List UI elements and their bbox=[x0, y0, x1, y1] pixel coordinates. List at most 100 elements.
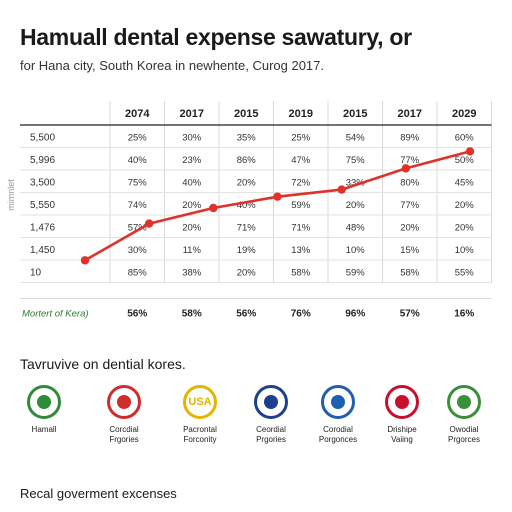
table-cell: 60% bbox=[455, 132, 475, 143]
table-cell: 20% bbox=[455, 222, 475, 233]
table-cell: 59% bbox=[346, 267, 366, 278]
emblem-item: Hamall bbox=[4, 385, 84, 435]
emblem-item: Owodial Prgorces bbox=[424, 385, 504, 445]
table-cell: 47% bbox=[291, 155, 311, 166]
table-cell: 54% bbox=[346, 132, 366, 143]
green-crest-icon bbox=[447, 385, 481, 419]
table-cell: 75% bbox=[128, 177, 148, 188]
table-cell: 85% bbox=[128, 267, 148, 278]
emblem-label: Drishipe Vaiing bbox=[387, 425, 417, 444]
table-cell: 89% bbox=[400, 132, 420, 143]
emblem-label: Hamall bbox=[31, 425, 57, 434]
table-cell: 71% bbox=[291, 222, 311, 233]
table-cell: 19% bbox=[237, 245, 257, 256]
table-cell: 77% bbox=[400, 200, 420, 211]
series-point bbox=[80, 256, 90, 265]
emblem-label: Owodial Prgorces bbox=[447, 425, 480, 444]
table-cell: 71% bbox=[237, 222, 257, 233]
table-cell: 20% bbox=[237, 177, 257, 188]
section-title: Tavruvive on dential kores. bbox=[20, 356, 186, 372]
red-emblem-icon bbox=[107, 385, 141, 419]
emblem-label: Corcdial Frgories bbox=[109, 425, 139, 444]
taeguk-emblem-icon bbox=[254, 385, 288, 419]
series-point bbox=[209, 203, 218, 213]
table-cell: 75% bbox=[346, 155, 366, 166]
blue-emblem-icon bbox=[321, 385, 355, 419]
table-cell: 13% bbox=[291, 245, 311, 256]
series-point bbox=[337, 185, 346, 194]
footer-title: Recal goverment excenses bbox=[20, 486, 177, 501]
column-header: 2017 bbox=[398, 108, 422, 120]
table-cell: 48% bbox=[346, 222, 366, 233]
row-label: 1,450 bbox=[30, 245, 55, 256]
emblem-center bbox=[264, 395, 278, 409]
column-header: 2074 bbox=[125, 108, 150, 120]
emblem-center bbox=[117, 395, 131, 409]
row-label: 3,500 bbox=[30, 177, 55, 188]
row-label: 1,476 bbox=[30, 222, 55, 233]
emblem-item: Corcdial Frgories bbox=[84, 385, 164, 445]
table-cell: 38% bbox=[182, 267, 202, 278]
table-cell: 45% bbox=[455, 177, 475, 188]
series-point bbox=[465, 147, 475, 156]
table-cell: 40% bbox=[128, 155, 148, 166]
column-header: 2017 bbox=[180, 108, 204, 120]
table-cell: 33% bbox=[346, 177, 366, 188]
footer-value: 58% bbox=[182, 309, 202, 320]
footer-value: 96% bbox=[345, 309, 365, 320]
table-cell: 40% bbox=[237, 200, 257, 211]
emblem-text: USA bbox=[188, 396, 212, 408]
table-cell: 72% bbox=[291, 177, 311, 188]
table-cell: 80% bbox=[400, 177, 420, 188]
series-point bbox=[144, 219, 154, 228]
column-header: 2015 bbox=[234, 108, 258, 120]
table-cell: 58% bbox=[291, 267, 311, 278]
column-header: 2029 bbox=[452, 108, 476, 120]
table-cell: 20% bbox=[455, 200, 475, 211]
table-cell: 25% bbox=[128, 132, 148, 143]
footer-value: 16% bbox=[454, 309, 474, 320]
table-cell: 30% bbox=[182, 132, 202, 143]
emblem-label: Corodial Porgonces bbox=[318, 425, 358, 444]
taeguk-flag-icon bbox=[385, 385, 419, 419]
emblem-item: Corodial Porgonces bbox=[298, 385, 378, 445]
series-point bbox=[401, 164, 411, 173]
table-cell: 77% bbox=[400, 155, 420, 166]
emblem-item: Drishipe Vaiing bbox=[362, 385, 442, 445]
page-subtitle: for Hana city, South Korea in newhente, … bbox=[20, 58, 325, 73]
footer-value: 76% bbox=[291, 309, 311, 320]
table-cell: 86% bbox=[237, 155, 257, 166]
row-label: 5,500 bbox=[30, 132, 55, 143]
table-cell: 58% bbox=[400, 267, 420, 278]
table-cell: 40% bbox=[182, 177, 202, 188]
emblem-item: Ceordial Prgories bbox=[231, 385, 311, 445]
table-cell: 11% bbox=[183, 245, 202, 256]
emblem-center bbox=[331, 395, 345, 409]
column-header: 2015 bbox=[343, 108, 367, 120]
table-cell: 25% bbox=[291, 132, 311, 143]
side-label: mimnlet bbox=[6, 179, 16, 211]
table-cell: 35% bbox=[237, 132, 257, 143]
table-cell: 10% bbox=[346, 245, 366, 256]
table-cell: 23% bbox=[182, 155, 202, 166]
table-cell: 20% bbox=[346, 200, 366, 211]
hanja-seal-icon bbox=[27, 385, 61, 419]
footer-value: 57% bbox=[400, 309, 420, 320]
row-label: 10 bbox=[30, 267, 42, 278]
emblem-center bbox=[395, 395, 409, 409]
footer-value: 56% bbox=[236, 309, 256, 320]
table-cell: 74% bbox=[128, 200, 148, 211]
page-title: Hamuall dental expense sawatury, or bbox=[20, 24, 412, 50]
table-cell: 20% bbox=[182, 222, 202, 233]
emblem-label: Ceordial Prgories bbox=[256, 425, 286, 444]
emblem-center bbox=[37, 395, 51, 409]
column-header: 2019 bbox=[289, 108, 313, 120]
row-label: 5,550 bbox=[30, 200, 55, 211]
footer-value: 56% bbox=[127, 309, 147, 320]
table-cell: 30% bbox=[128, 245, 148, 256]
table-cell: 20% bbox=[182, 200, 202, 211]
table-cell: 59% bbox=[291, 200, 311, 211]
icons-row: Hamall Corcdial Frgories USA Pacrontal Forc… bbox=[0, 385, 512, 455]
row-label: 5,996 bbox=[30, 155, 55, 166]
footer-label: Mortert of Kera) bbox=[22, 309, 89, 320]
